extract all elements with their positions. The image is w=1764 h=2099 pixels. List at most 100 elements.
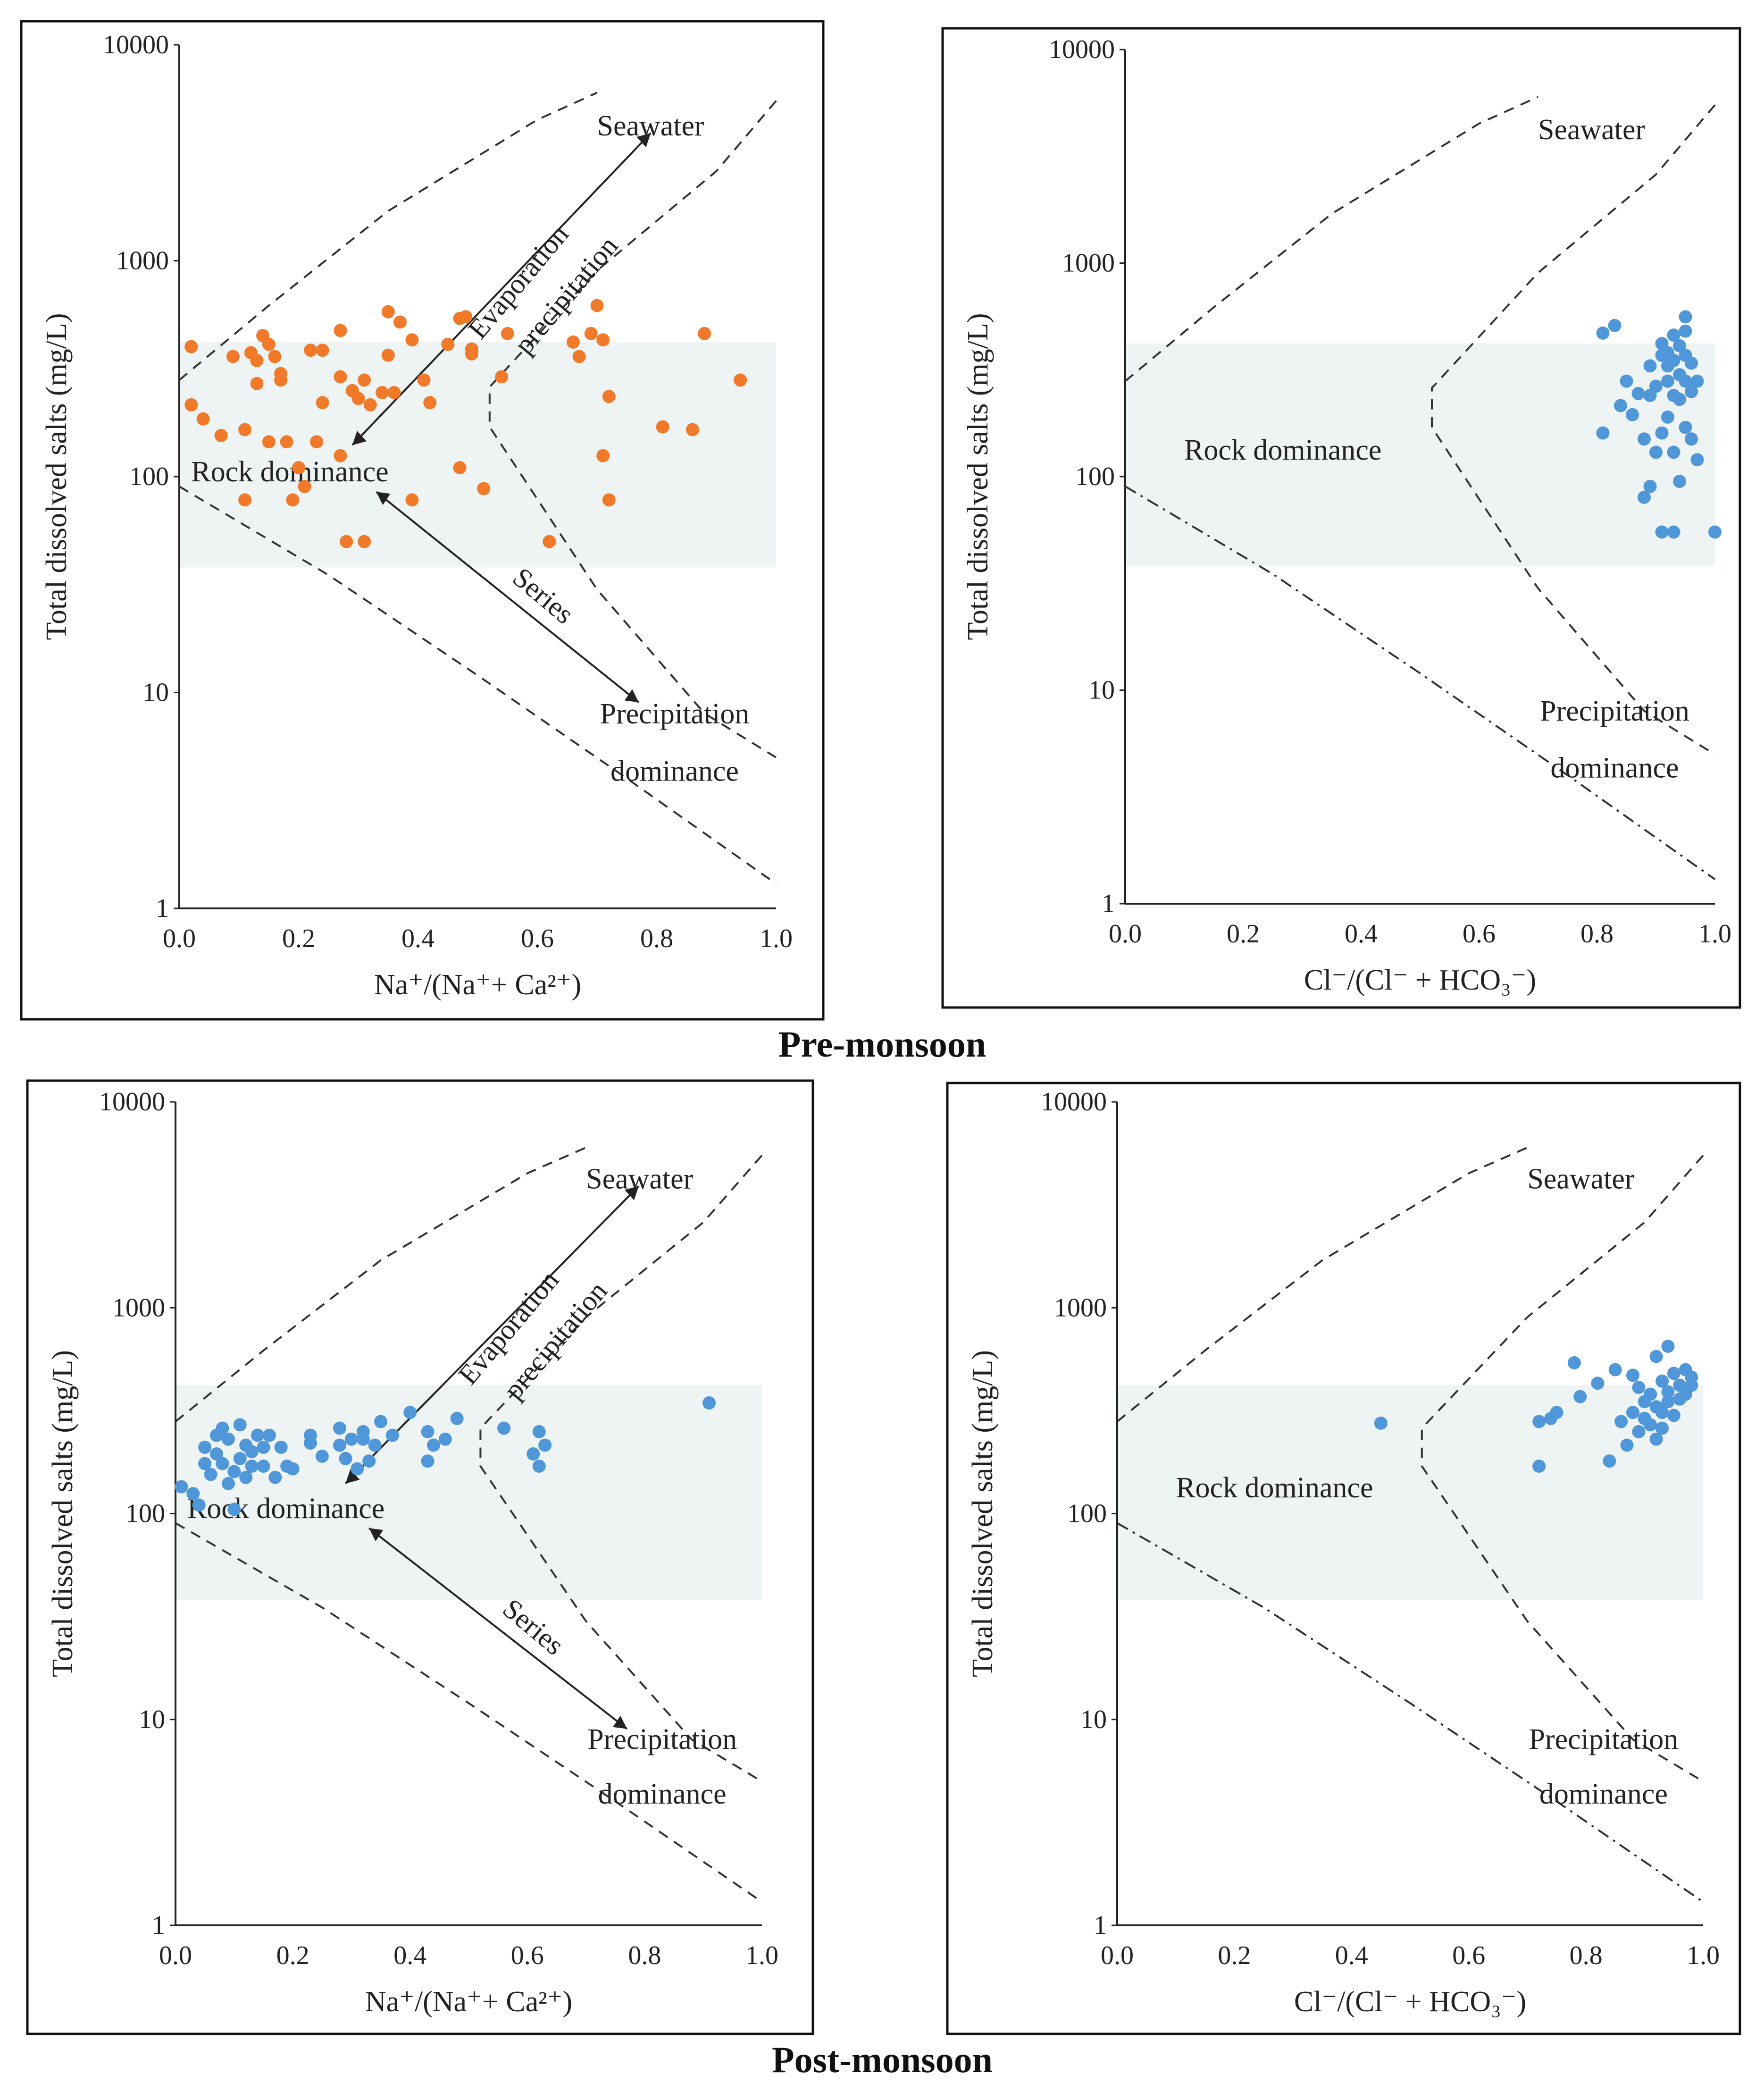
series-arrowhead-start — [376, 492, 391, 505]
data-point — [403, 1406, 417, 1419]
data-point — [543, 535, 556, 548]
data-point — [245, 1460, 259, 1473]
x-tick-label: 0.2 — [1218, 1941, 1251, 1970]
data-point — [233, 1418, 247, 1432]
data-point — [351, 392, 365, 405]
chart-post-anions: 1 10 100 1000 10000 0.0 0.2 0.4 0.6 0.8 1.0 Total d… — [946, 1082, 1741, 2035]
data-point — [501, 327, 514, 340]
data-point — [198, 1457, 212, 1470]
data-point — [453, 461, 467, 475]
series-arrow — [368, 1527, 628, 1730]
data-point — [532, 1425, 546, 1438]
y-tick-label: 100 — [125, 1499, 165, 1528]
data-point — [198, 1440, 212, 1454]
data-point — [344, 1432, 358, 1446]
data-point — [1626, 1369, 1639, 1382]
y-axis-label: Total dissolved salts (mg/L) — [967, 1350, 999, 1677]
inner-boundary-curve — [479, 1154, 763, 1782]
data-point — [1643, 359, 1657, 373]
data-point — [1649, 1432, 1663, 1446]
data-point — [421, 1454, 435, 1468]
label-rock-dominance: Rock dominance — [1176, 1472, 1373, 1504]
y-tick-label: 10 — [1080, 1705, 1107, 1734]
data-point — [316, 344, 329, 357]
data-point — [1679, 374, 1692, 388]
data-point — [417, 373, 431, 387]
data-point — [216, 1421, 229, 1435]
data-point — [1649, 445, 1663, 459]
data-point — [459, 310, 473, 324]
data-point — [1643, 479, 1657, 493]
rock-arrowhead — [345, 1469, 360, 1484]
x-tick-label: 0.0 — [163, 924, 196, 953]
data-point — [1596, 326, 1610, 340]
label-series: Series — [497, 1593, 570, 1661]
data-point — [257, 1460, 270, 1473]
data-point — [362, 1454, 376, 1468]
data-point — [1655, 1421, 1669, 1435]
caption-pre-monsoon: Pre-monsoon — [778, 1024, 987, 1065]
y-tick-label: 10000 — [1041, 1087, 1107, 1117]
data-point — [250, 377, 264, 390]
y-tick-label: 1000 — [1062, 249, 1115, 278]
data-point — [1667, 525, 1680, 539]
x-tick-label: 1.0 — [1687, 1941, 1720, 1970]
data-point — [374, 1415, 387, 1428]
chart-frame — [26, 1079, 814, 2035]
x-tick-label: 1.0 — [1698, 919, 1731, 949]
data-point — [1661, 1395, 1675, 1409]
data-point — [602, 493, 616, 507]
data-point — [1679, 420, 1692, 434]
data-point — [656, 420, 669, 434]
data-point — [381, 348, 395, 362]
data-point — [221, 1477, 235, 1490]
chart-pre-cations: 1 10 100 1000 10000 0.0 0.2 0.4 0.6 0.8 1.0 Total d… — [20, 20, 825, 1021]
data-point — [381, 305, 395, 319]
label-dominance: dominance — [610, 756, 739, 788]
data-point — [1550, 1406, 1563, 1419]
inner-boundary-curve — [1421, 1154, 1704, 1782]
data-point — [376, 386, 389, 399]
data-point — [333, 1438, 346, 1452]
data-point — [441, 337, 455, 351]
data-point — [566, 335, 580, 349]
data-point — [1591, 1377, 1605, 1390]
chart-frame — [946, 1082, 1741, 2035]
data-point — [315, 1449, 329, 1463]
data-point — [572, 350, 586, 363]
data-point — [251, 1428, 264, 1442]
data-point — [1667, 1409, 1680, 1422]
label-precipitation: Precipitation — [1529, 1723, 1678, 1755]
chart-pre-anions: 1 10 100 1000 10000 0.0 0.2 0.4 0.6 0.8 1.0 Total d… — [941, 27, 1741, 1009]
data-point — [262, 337, 276, 351]
data-point — [268, 350, 282, 363]
y-tick-label: 10000 — [99, 1087, 165, 1117]
data-point — [405, 493, 419, 507]
data-point — [184, 340, 198, 353]
data-point — [192, 1498, 206, 1512]
y-tick-label: 100 — [1067, 1499, 1107, 1528]
x-tick-label: 0.0 — [1109, 919, 1142, 949]
y-tick-label: 100 — [129, 462, 169, 491]
data-point — [1532, 1415, 1546, 1428]
data-point — [298, 479, 311, 493]
label-precipitation: Precipitation — [1540, 695, 1689, 727]
data-point — [477, 482, 491, 495]
x-tick-label: 0.2 — [1227, 919, 1260, 949]
data-point — [221, 1432, 235, 1446]
data-point — [238, 493, 252, 507]
y-tick-label: 1 — [152, 1911, 165, 1940]
x-tick-label: 0.2 — [282, 924, 315, 953]
y-tick-label: 1 — [1102, 889, 1115, 918]
data-point — [1661, 410, 1674, 424]
data-point — [1638, 490, 1651, 504]
data-point — [334, 449, 347, 462]
data-point — [1603, 1454, 1616, 1468]
data-point — [465, 342, 478, 356]
data-point — [1626, 408, 1639, 421]
data-point — [698, 327, 711, 340]
upper-boundary-curve — [178, 92, 598, 381]
data-point — [226, 350, 240, 363]
label-dominance: dominance — [598, 1778, 727, 1810]
